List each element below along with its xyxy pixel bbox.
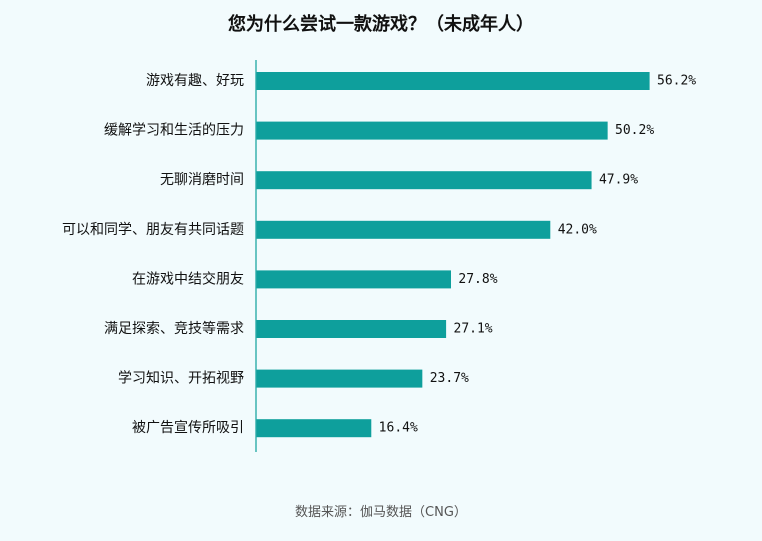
category-label: 可以和同学、朋友有共同话题 bbox=[62, 222, 244, 238]
value-label: 50.2% bbox=[615, 123, 654, 138]
category-label: 被广告宣传所吸引 bbox=[132, 420, 244, 436]
bar bbox=[256, 419, 372, 438]
bar bbox=[256, 270, 452, 289]
value-label: 23.7% bbox=[430, 371, 469, 386]
bar bbox=[256, 369, 423, 388]
bar bbox=[256, 72, 650, 90]
category-label: 无聊消磨时间 bbox=[160, 172, 244, 188]
bar bbox=[256, 171, 592, 190]
category-label: 学习知识、开拓视野 bbox=[118, 370, 244, 387]
chart-title: 您为什么尝试一款游戏？（未成年人） bbox=[228, 14, 534, 35]
source-note: 数据来源：伽马数据（CNG） bbox=[295, 505, 467, 520]
bar bbox=[256, 320, 447, 338]
value-label: 27.1% bbox=[454, 322, 493, 337]
value-label: 27.8% bbox=[458, 272, 497, 287]
value-label: 56.2% bbox=[657, 74, 696, 89]
category-label: 满足探索、竞技等需求 bbox=[104, 320, 244, 337]
bar bbox=[256, 121, 608, 140]
value-label: 47.9% bbox=[599, 173, 638, 188]
category-label: 缓解学习和生活的压力 bbox=[104, 123, 244, 139]
category-label: 在游戏中结交朋友 bbox=[132, 270, 244, 287]
bar bbox=[256, 220, 551, 239]
value-label: 16.4% bbox=[379, 421, 418, 436]
value-label: 42.0% bbox=[558, 222, 597, 237]
category-label: 游戏有趣、好玩 bbox=[146, 73, 244, 89]
